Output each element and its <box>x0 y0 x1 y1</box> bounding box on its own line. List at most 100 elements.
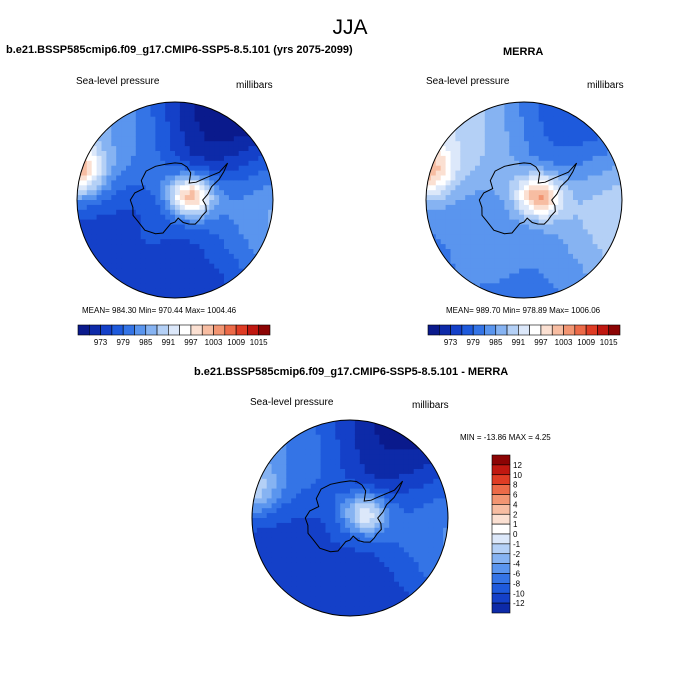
colorbar-1-box <box>134 324 147 336</box>
colorbar-1-box <box>190 324 203 336</box>
colorbar-3-label: -1 <box>513 540 521 549</box>
panel3-title: b.e21.BSSP585cmip6.f09_g17.CMIP6-SSP5-8.… <box>194 366 509 378</box>
colorbar-1-label: 1003 <box>205 338 223 347</box>
colorbar-3-box <box>491 592 511 604</box>
colorbar-3-label: 6 <box>513 491 518 500</box>
colorbar-3-box <box>491 563 511 574</box>
colorbar-1-box <box>100 324 113 336</box>
panel3-stats: MIN = -13.86 MAX = 4.25 <box>460 433 551 442</box>
figure-title: JJA <box>332 16 368 39</box>
colorbar-3-label: -12 <box>513 599 525 608</box>
colorbar-3-label: -10 <box>513 589 525 598</box>
map-2 <box>425 101 623 299</box>
map-3-coastline <box>304 480 404 553</box>
colorbar-1-label: 1009 <box>227 338 245 347</box>
colorbar-2-box <box>518 324 530 336</box>
map-3-field <box>252 420 448 616</box>
colorbar-3-label: 12 <box>513 461 522 470</box>
colorbar-2-label: 985 <box>489 338 503 347</box>
colorbar-2-box <box>438 324 451 336</box>
colorbar-3-label: -2 <box>513 550 521 559</box>
colorbar-2-box <box>495 324 508 336</box>
colorbar-2-box <box>574 324 587 336</box>
colorbar-1-box <box>179 324 192 336</box>
colorbar-1-label: 1015 <box>250 338 268 347</box>
map-1-coastline <box>129 162 229 235</box>
colorbar-3-box <box>491 504 511 515</box>
colorbar-3-box <box>491 543 511 555</box>
colorbar-2-box <box>585 324 598 336</box>
colorbar-3-box <box>491 523 511 535</box>
map-2-field <box>426 102 622 298</box>
colorbar-2-box <box>506 324 519 336</box>
panel2-left-label: Sea-level pressure <box>426 76 510 87</box>
colorbar-1-box <box>168 324 180 336</box>
colorbar-1-box <box>122 324 135 336</box>
colorbar-1-box <box>145 324 158 336</box>
colorbar-3-label: 8 <box>513 481 518 490</box>
panel2-right-label: millibars <box>587 80 624 91</box>
colorbar-2-box <box>551 324 564 336</box>
panel3-right-label: millibars <box>412 400 449 411</box>
panel3-left-label: Sea-level pressure <box>250 397 334 408</box>
colorbar-1-label: 979 <box>116 338 130 347</box>
colorbar-3-box <box>491 494 511 505</box>
colorbar-2-box <box>427 324 440 336</box>
colorbar-2-label: 973 <box>444 338 458 347</box>
colorbar-2-box <box>529 324 542 336</box>
colorbar-1-box <box>111 324 124 336</box>
panel1-left-label: Sea-level pressure <box>76 76 160 87</box>
colorbar-2-box <box>608 324 621 336</box>
colorbar-3-label: 2 <box>513 510 518 519</box>
colorbar-3-label: 1 <box>513 520 518 529</box>
map-3-border <box>251 419 449 617</box>
map-1-border <box>76 101 274 299</box>
colorbar-2-box <box>484 324 497 336</box>
colorbar-1-box <box>201 324 214 336</box>
colorbar-3-label: -4 <box>513 560 521 569</box>
colorbar-3-label: 4 <box>513 500 518 509</box>
colorbar-1-box <box>213 324 226 336</box>
colorbar-3-label: 0 <box>513 530 518 539</box>
colorbar-2-box <box>461 324 474 336</box>
colorbar-3-label: -6 <box>513 570 521 579</box>
colorbar-1-box <box>235 324 248 336</box>
colorbar-2-box <box>597 324 610 336</box>
colorbar-2-label: 1015 <box>600 338 618 347</box>
colorbar-1-box <box>156 324 169 336</box>
colorbar-3-box <box>491 513 511 525</box>
panel2-title: MERRA <box>503 46 544 58</box>
colorbar-1-label: 997 <box>184 338 198 347</box>
colorbar-1-box <box>77 324 90 336</box>
colorbar-2-box <box>450 324 463 336</box>
colorbar-1-box <box>247 324 260 336</box>
colorbar-2-label: 991 <box>512 338 526 347</box>
colorbar-2-label: 997 <box>534 338 548 347</box>
colorbar-3-label: 10 <box>513 471 522 480</box>
colorbar-1-box <box>88 324 101 336</box>
colorbar-2-box <box>472 324 485 336</box>
map-2-border <box>425 101 623 299</box>
map-3 <box>251 419 449 617</box>
colorbar-3-box <box>491 573 511 584</box>
colorbar-1-box <box>258 324 271 336</box>
colorbar-3-box <box>491 583 511 594</box>
map-1 <box>76 101 274 299</box>
colorbar-2-box <box>540 324 553 336</box>
map-1-field <box>77 102 273 298</box>
colorbar-1-label: 985 <box>139 338 153 347</box>
colorbar-3-box <box>491 553 511 564</box>
colorbar-2-label: 1003 <box>555 338 573 347</box>
colorbar-3-box <box>491 533 511 545</box>
panel1-title: b.e21.BSSP585cmip6.f09_g17.CMIP6-SSP5-8.… <box>6 44 353 56</box>
panel2-stats: MEAN= 989.70 Min= 978.89 Max= 1006.06 <box>446 306 601 315</box>
colorbar-3-box <box>491 454 511 466</box>
colorbar-2-box <box>563 324 576 336</box>
colorbar-1-label: 973 <box>94 338 108 347</box>
map-2-coastline <box>478 162 578 235</box>
panel1-right-label: millibars <box>236 80 273 91</box>
colorbar-1-box <box>224 324 237 336</box>
colorbar-2-label: 1009 <box>577 338 595 347</box>
colorbar-3-box <box>491 602 511 614</box>
